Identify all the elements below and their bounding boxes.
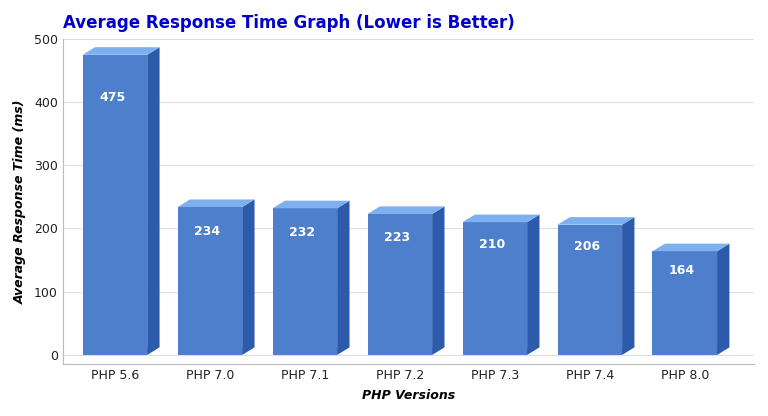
Polygon shape xyxy=(622,217,634,355)
Polygon shape xyxy=(558,225,622,355)
Polygon shape xyxy=(368,206,445,214)
Polygon shape xyxy=(462,215,539,222)
Polygon shape xyxy=(462,222,527,355)
Text: 206: 206 xyxy=(574,240,600,253)
Text: 164: 164 xyxy=(669,264,695,277)
Text: 223: 223 xyxy=(384,231,410,244)
Polygon shape xyxy=(527,215,539,355)
Text: 234: 234 xyxy=(194,225,220,238)
Polygon shape xyxy=(558,217,634,225)
Polygon shape xyxy=(273,208,337,355)
Text: Average Response Time Graph (Lower is Better): Average Response Time Graph (Lower is Be… xyxy=(63,14,515,32)
Text: 210: 210 xyxy=(479,238,505,251)
X-axis label: PHP Versions: PHP Versions xyxy=(362,389,455,402)
Polygon shape xyxy=(653,347,730,355)
Polygon shape xyxy=(337,201,349,355)
Text: 232: 232 xyxy=(289,226,315,239)
Polygon shape xyxy=(653,251,717,355)
Polygon shape xyxy=(147,47,160,355)
Polygon shape xyxy=(368,214,432,355)
Polygon shape xyxy=(177,347,254,355)
Polygon shape xyxy=(653,244,730,251)
Polygon shape xyxy=(177,207,242,355)
Polygon shape xyxy=(462,347,539,355)
Polygon shape xyxy=(83,47,160,55)
Polygon shape xyxy=(242,199,254,355)
Polygon shape xyxy=(432,206,445,355)
Polygon shape xyxy=(273,201,349,208)
Text: 475: 475 xyxy=(99,91,125,104)
Polygon shape xyxy=(717,244,730,355)
Polygon shape xyxy=(273,347,349,355)
Polygon shape xyxy=(368,347,445,355)
Polygon shape xyxy=(83,347,160,355)
Y-axis label: Average Response Time (ms): Average Response Time (ms) xyxy=(14,99,27,304)
Polygon shape xyxy=(83,55,147,355)
Polygon shape xyxy=(558,347,634,355)
Polygon shape xyxy=(177,199,254,207)
